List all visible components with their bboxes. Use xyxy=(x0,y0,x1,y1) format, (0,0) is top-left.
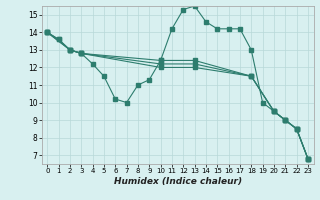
X-axis label: Humidex (Indice chaleur): Humidex (Indice chaleur) xyxy=(114,177,242,186)
